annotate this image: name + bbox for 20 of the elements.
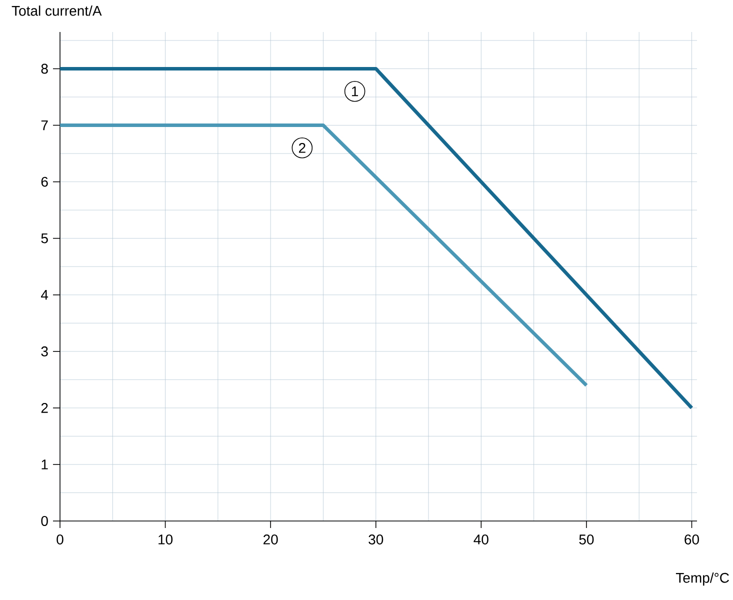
x-tick-label: 50	[579, 534, 594, 544]
x-axis-title: Temp/°C	[676, 572, 729, 586]
y-tick-label: 8	[41, 64, 48, 74]
x-tick-label: 10	[158, 534, 173, 544]
y-tick-label: 3	[41, 346, 48, 356]
x-tick-label: 0	[56, 534, 64, 544]
x-tick-label: 40	[474, 534, 488, 544]
x-tick-label: 60	[684, 534, 699, 544]
y-tick-label: 5	[41, 233, 48, 244]
y-axis-title: Total current/A	[12, 6, 102, 16]
y-tick-label: 2	[41, 403, 48, 413]
y-tick-label: 7	[41, 120, 48, 130]
y-tick-label: 4	[40, 290, 48, 300]
annotation: 2	[298, 142, 306, 153]
annotation: 1	[352, 86, 358, 96]
x-tick-label: 30	[368, 534, 384, 544]
y-tick-label: 1	[42, 460, 48, 470]
x-tick-label: 20	[264, 534, 278, 544]
y-tick-label: 6	[41, 176, 48, 187]
y-tick-label: 0	[41, 516, 48, 526]
